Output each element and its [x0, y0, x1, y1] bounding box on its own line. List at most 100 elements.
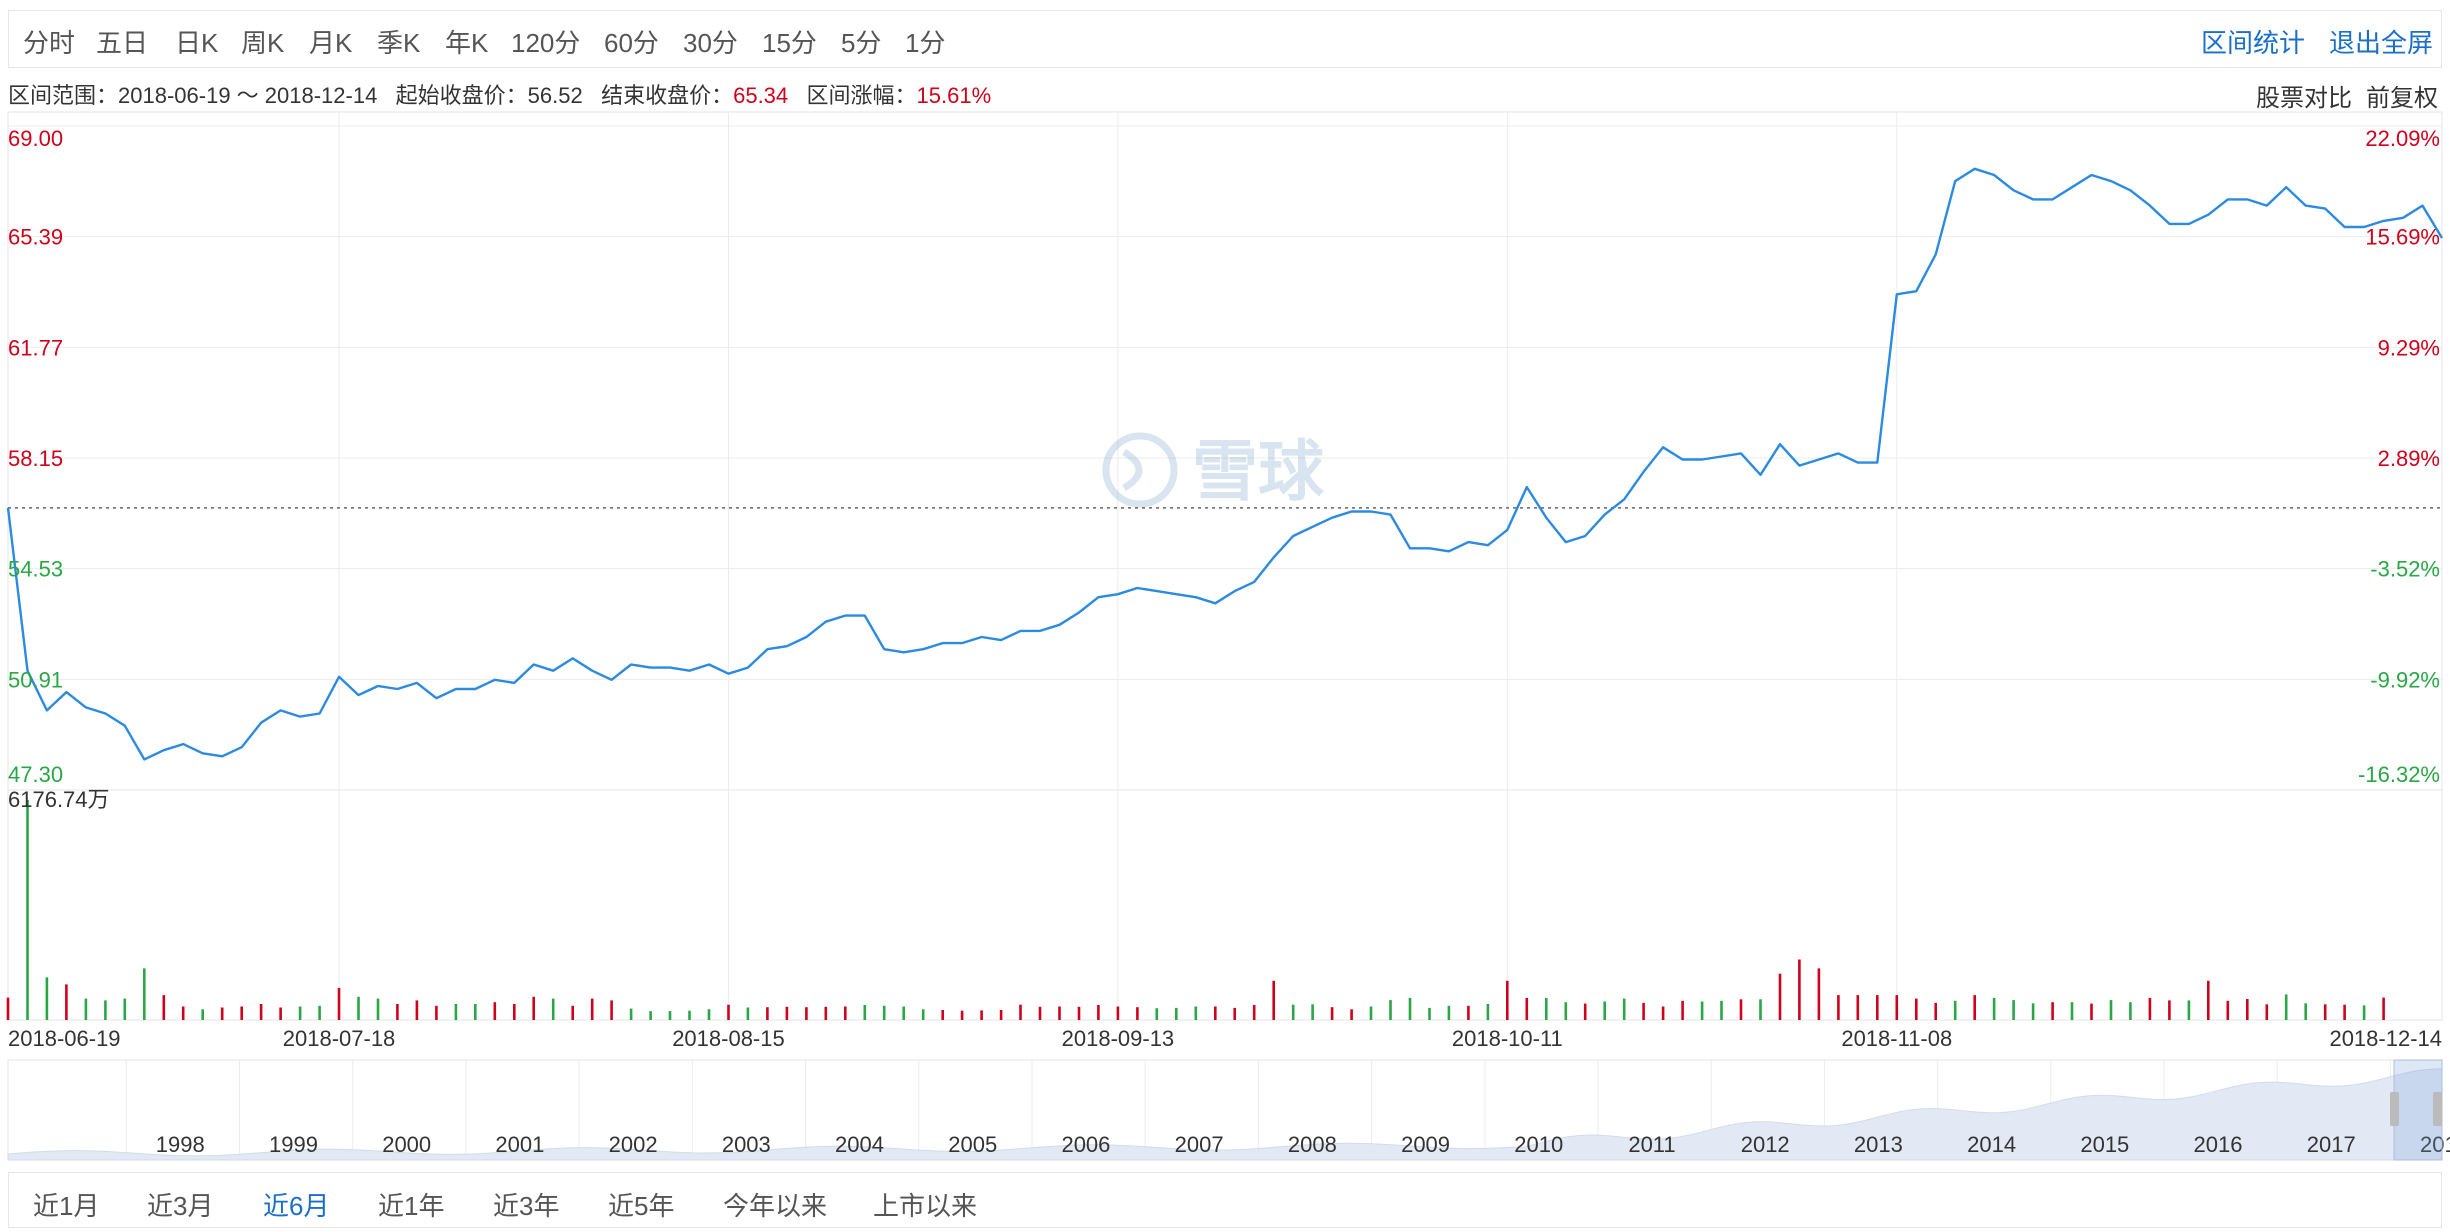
- x-tick-label: 2018-07-18: [283, 1026, 396, 1051]
- volume-bar: [493, 1002, 497, 1020]
- volume-bar: [1330, 1007, 1334, 1020]
- tab-1min[interactable]: 1分: [905, 28, 946, 58]
- volume-bar: [2129, 1002, 2132, 1020]
- stock-compare-link[interactable]: 股票对比: [2256, 85, 2352, 112]
- price-tick-label: 58.15: [8, 446, 63, 471]
- volume-bar: [1525, 997, 1529, 1020]
- volume-bar: [2012, 1000, 2015, 1020]
- overview-year-label: 2012: [1741, 1132, 1790, 1157]
- volume-bar: [201, 1009, 204, 1020]
- volume-bar: [84, 998, 88, 1020]
- volume-bar: [999, 1010, 1003, 1020]
- volume-bar: [1272, 980, 1275, 1020]
- volume-bar: [1622, 998, 1626, 1020]
- period-tab-bar: 分时 五日 日K 周K 月K 季K 年K 120分 60分 30分 15分 5分…: [8, 10, 2442, 68]
- volume-bar: [279, 1007, 282, 1020]
- volume-bar: [513, 1004, 516, 1020]
- volume-bar: [1817, 968, 1821, 1020]
- volume-bar: [1798, 959, 1801, 1020]
- overview-year-label: 2001: [495, 1132, 544, 1157]
- price-line: [6, 167, 2444, 761]
- volume-bar: [1739, 999, 1743, 1020]
- volume-bar: [1058, 1006, 1061, 1020]
- change-value: 15.61%: [916, 83, 992, 108]
- exit-fullscreen-link[interactable]: 退出全屏: [2329, 28, 2434, 58]
- volume-bar: [1369, 1006, 1373, 1020]
- overview-year-label: 2002: [609, 1132, 658, 1157]
- volume-bar: [162, 995, 166, 1020]
- tab-60min[interactable]: 60分: [604, 28, 659, 58]
- volume-bar: [435, 1005, 438, 1020]
- volume-bar: [2246, 999, 2249, 1020]
- volume-bar: [668, 1011, 672, 1020]
- range-1m[interactable]: 近1月: [33, 1191, 100, 1221]
- end-close-label: 结束收盘价：: [601, 83, 734, 108]
- tab-day-k[interactable]: 日K: [175, 28, 219, 58]
- volume-bar: [921, 1009, 925, 1020]
- start-close-value: 56.52: [527, 83, 583, 108]
- watermark-logo-icon: [1102, 432, 1178, 508]
- volume-bar: [1486, 1004, 1490, 1020]
- tab-week-k[interactable]: 周K: [241, 28, 285, 58]
- adjust-mode-link[interactable]: 前复权: [2366, 85, 2438, 112]
- volume-bar: [2207, 980, 2210, 1020]
- range-since-listing[interactable]: 上市以来: [873, 1191, 978, 1221]
- price-tick-label: 65.39: [8, 225, 63, 250]
- range-6m[interactable]: 近6月: [263, 1191, 330, 1221]
- volume-bar: [532, 996, 535, 1020]
- volume-bar: [2265, 1004, 2269, 1020]
- tab-month-k[interactable]: 月K: [309, 28, 353, 58]
- volume-bar: [2304, 1003, 2307, 1020]
- price-tick-label: 47.30: [8, 762, 63, 787]
- volume-bar: [1934, 1002, 1937, 1020]
- volume-bar: [2284, 994, 2288, 1020]
- volume-bar: [2090, 1003, 2093, 1020]
- interval-stats-link[interactable]: 区间统计: [2201, 28, 2306, 58]
- volume-bar: [1759, 999, 1762, 1020]
- range-5y[interactable]: 近5年: [608, 1191, 675, 1221]
- volume-bar: [629, 1008, 633, 1020]
- price-chart[interactable]: 雪球 69.00 22.09% 65.39 15.69% 61.77 9.29% 58.15 2…: [0, 0, 2450, 1170]
- range-ytd[interactable]: 今年以来: [723, 1191, 828, 1221]
- volume-bar: [1252, 1005, 1256, 1020]
- overview-right-handle: [2433, 1092, 2442, 1126]
- range-3m[interactable]: 近3月: [147, 1191, 214, 1221]
- tab-five-day[interactable]: 五日: [96, 28, 149, 58]
- overview-left-handle: [2390, 1092, 2399, 1126]
- volume-bar: [1233, 1007, 1236, 1020]
- tab-15min[interactable]: 15分: [762, 28, 817, 58]
- volume-bar: [415, 1000, 419, 1020]
- tab-year-k[interactable]: 年K: [445, 28, 489, 58]
- tab-fenshi[interactable]: 分时: [23, 28, 76, 58]
- percent-tick-label: 15.69%: [2365, 225, 2440, 250]
- price-tick-label: 61.77: [8, 335, 63, 360]
- volume-bar: [1019, 1004, 1022, 1020]
- x-tick-label: 2018-06-19: [8, 1026, 121, 1051]
- volume-bar: [1642, 1002, 1645, 1020]
- volume-bar: [1097, 1005, 1100, 1020]
- tab-5min[interactable]: 5分: [841, 28, 882, 58]
- volume-bar: [863, 1005, 867, 1020]
- overview-year-label: 2009: [1401, 1132, 1450, 1157]
- volume-bar: [2031, 1003, 2035, 1020]
- percent-tick-label: -3.52%: [2370, 557, 2440, 582]
- tab-quarter-k[interactable]: 季K: [377, 28, 421, 58]
- range-3y[interactable]: 近3年: [493, 1191, 560, 1221]
- volume-bar: [1077, 1006, 1081, 1020]
- volume-bar: [1603, 1001, 1606, 1020]
- volume-bar: [298, 1006, 302, 1020]
- range-1y[interactable]: 近1年: [378, 1191, 445, 1221]
- volume-bar: [1720, 1000, 1723, 1020]
- volume-bar: [1136, 1007, 1139, 1020]
- percent-tick-label: -9.92%: [2370, 667, 2440, 692]
- percent-tick-label: 9.29%: [2378, 335, 2440, 360]
- tab-120min[interactable]: 120分: [511, 28, 581, 58]
- volume-bar: [590, 998, 594, 1020]
- x-tick-label: 2018-11-08: [1841, 1026, 1952, 1051]
- overview-year-label: 2010: [1514, 1132, 1563, 1157]
- volume-bar: [2051, 1002, 2054, 1020]
- overview-year-label: 1999: [269, 1132, 318, 1157]
- tab-30min[interactable]: 30分: [683, 28, 738, 58]
- volume-bar: [357, 996, 360, 1020]
- range-value: 2018-06-19 ～ 2018-12-14: [118, 83, 378, 108]
